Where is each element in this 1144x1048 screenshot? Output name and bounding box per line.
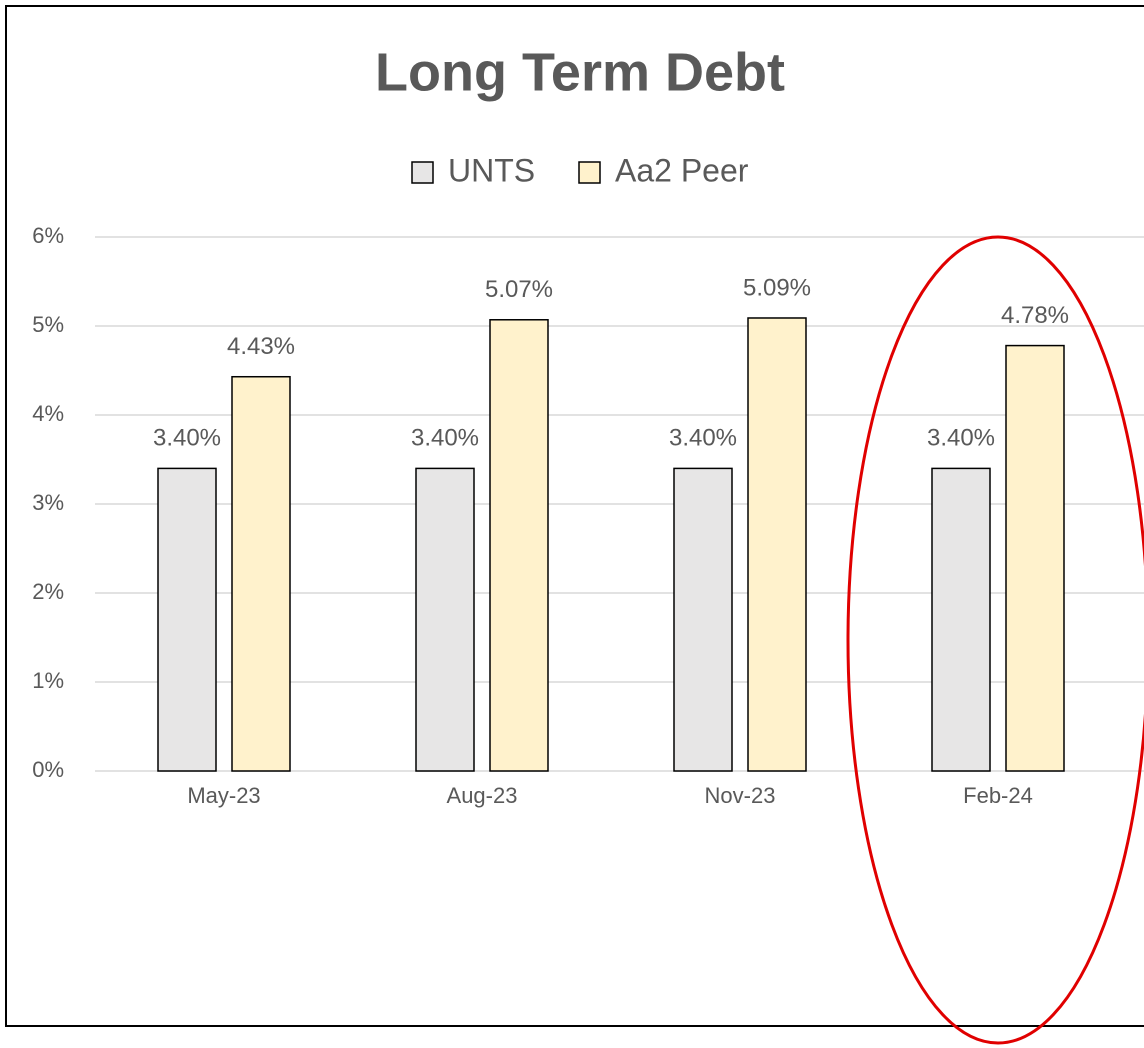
legend-swatch <box>411 161 434 184</box>
bar <box>673 467 733 772</box>
data-label: 5.09% <box>743 274 811 301</box>
data-label: 4.78% <box>1001 302 1069 329</box>
plot: 0% 1% 2% 3% 4% 5% 6% UNTS Aa2 Peer May-23 3.40% 4.4… <box>32 152 1144 808</box>
chart-title: Long Term Debt <box>375 42 785 102</box>
y-tick-label: 0% <box>32 757 64 782</box>
data-label: 4.43% <box>227 333 295 360</box>
y-tick-label: 4% <box>32 401 64 426</box>
y-tick-label: 3% <box>32 490 64 515</box>
bar <box>415 467 475 772</box>
legend-swatch <box>578 161 601 184</box>
data-label: 3.40% <box>669 425 737 452</box>
x-tick-label: Aug-23 <box>447 783 518 808</box>
legend-label: UNTS <box>448 152 535 188</box>
bar <box>231 375 291 772</box>
bar <box>489 319 549 772</box>
y-tick-label: 6% <box>32 223 64 248</box>
bar <box>157 467 217 772</box>
data-label: 3.40% <box>411 425 479 452</box>
x-tick-label: May-23 <box>187 783 260 808</box>
data-label: 3.40% <box>927 425 995 452</box>
x-tick-label: Nov-23 <box>705 783 776 808</box>
bar <box>931 467 991 772</box>
y-tick-label: 5% <box>32 312 64 337</box>
data-label: 3.40% <box>153 425 221 452</box>
bar <box>747 317 807 772</box>
legend-label: Aa2 Peer <box>615 152 749 188</box>
bar <box>1005 344 1065 772</box>
y-tick-label: 1% <box>32 668 64 693</box>
data-label: 5.07% <box>485 276 553 303</box>
y-tick-label: 2% <box>32 579 64 604</box>
highlight-ellipse <box>846 235 1144 1045</box>
x-tick-label: Feb-24 <box>963 783 1033 808</box>
